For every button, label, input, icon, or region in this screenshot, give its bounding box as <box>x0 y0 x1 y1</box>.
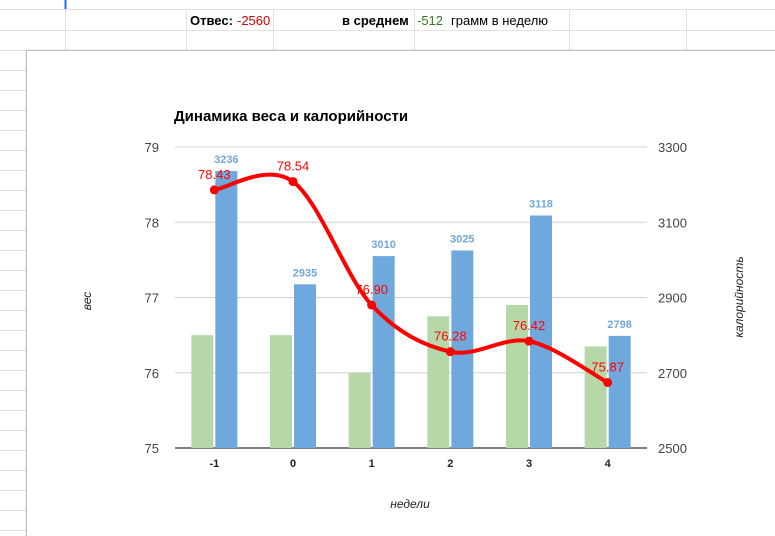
bar-calories <box>215 171 238 448</box>
bar-calories <box>451 250 474 448</box>
y2-tick-label: 3300 <box>658 140 687 155</box>
y-tick-label: 78 <box>145 215 159 230</box>
x-tick-label: 1 <box>369 458 375 470</box>
x-tick-label: 2 <box>447 458 453 470</box>
weight-point-label: 76.28 <box>434 329 467 344</box>
bar-calories <box>608 335 631 448</box>
bar-calories-label: 2935 <box>293 267 317 279</box>
bar-calories-label: 3236 <box>214 154 238 166</box>
chart-title: Динамика веса и калорийности <box>174 108 408 125</box>
weight-point <box>209 185 219 195</box>
y2-axis-title: калорийность <box>732 256 746 337</box>
combo-chart: Динамика веса и калорийности 75 76 77 78 79 25… <box>80 108 746 511</box>
y2-tick-label: 3100 <box>658 215 687 230</box>
x-tick-label: 4 <box>605 458 612 470</box>
x-tick-label: 0 <box>290 458 296 470</box>
y-axis-title: вес <box>80 292 94 311</box>
weight-point-label: 78.43 <box>198 167 231 182</box>
deviation-label: Отвес: <box>190 13 233 28</box>
weight-point-label: 76.42 <box>513 318 546 333</box>
x-axis-title: недели <box>390 497 430 511</box>
weight-point <box>524 336 534 346</box>
weight-point-label: 75.87 <box>591 360 624 375</box>
y-tick-label: 76 <box>145 366 159 381</box>
bar-calories-label: 3010 <box>371 239 395 251</box>
bar-calories-label: 2798 <box>607 319 631 331</box>
average-label: в среднем <box>342 13 409 28</box>
deviation-value: -2560 <box>237 13 271 28</box>
bar-green <box>270 335 292 448</box>
weight-point-label: 78.54 <box>277 159 310 174</box>
weight-point <box>445 347 455 357</box>
weight-point <box>288 177 298 187</box>
x-tick-label: 3 <box>526 458 532 470</box>
bar-calories-label: 3118 <box>529 198 553 210</box>
y2-tick-label: 2700 <box>658 366 687 381</box>
bar-calories <box>372 256 395 448</box>
x-tick-label: -1 <box>209 458 219 470</box>
average-unit: грамм в неделю <box>451 13 549 28</box>
bar-calories-label: 3025 <box>450 233 474 245</box>
y-tick-label: 77 <box>145 291 159 306</box>
y2-tick-label: 2900 <box>658 291 687 306</box>
bar-calories <box>294 284 316 448</box>
average-value: -512 <box>417 13 444 28</box>
bar-calories <box>530 215 552 448</box>
weight-point <box>367 300 377 310</box>
weight-point <box>603 378 613 388</box>
bar-green <box>191 335 214 448</box>
chart-container[interactable]: Динамика веса и калорийности 75 76 77 78 79 25… <box>26 50 775 536</box>
y-tick-label: 79 <box>145 140 159 155</box>
y-tick-label: 75 <box>145 441 159 456</box>
bar-green <box>348 372 371 448</box>
y2-tick-label: 2500 <box>658 441 687 456</box>
weight-point-label: 76.90 <box>355 282 388 297</box>
